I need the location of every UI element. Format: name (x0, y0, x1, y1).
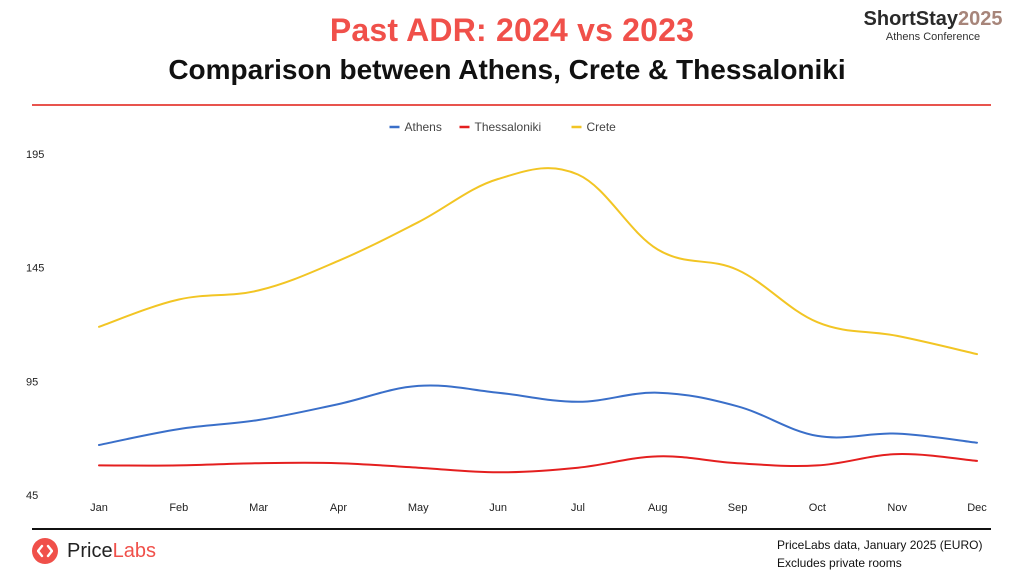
pricelabs-logo-text-part2: Labs (112, 539, 156, 562)
series-line-athens (98, 384, 978, 446)
conference-logo-name-part2: 2025 (957, 8, 1003, 30)
x-tick-label-apr: Apr (330, 502, 347, 514)
page-title: Past ADR: 2024 vs 2023 (329, 12, 695, 48)
conference-logo: ShortStay2025 Athens Conference (858, 8, 1008, 44)
series-line-crete (98, 167, 978, 356)
adr-line-chart: Athens Thessaloniki Crete 45 95 145 195 Jan Fe… (26, 120, 987, 514)
page-subtitle: Comparison between Athens, Crete & Thess… (168, 54, 846, 85)
y-tick-label-95: 95 (26, 376, 38, 388)
pricelabs-logo-text-part1: Price (67, 539, 113, 562)
x-tick-label-may: May (408, 502, 429, 514)
header-divider (32, 104, 991, 106)
source-note: PriceLabs data, January 2025 (EURO) Excl… (777, 536, 982, 572)
series-lines (98, 167, 978, 474)
conference-logo-name-part1: ShortStay (863, 8, 958, 30)
x-tick-label-jun: Jun (489, 502, 507, 514)
pricelabs-logo-icon (32, 538, 58, 564)
x-tick-label-jul: Jul (571, 502, 585, 514)
x-tick-label-aug: Aug (648, 502, 668, 514)
source-line-2: Excludes private rooms (777, 556, 902, 570)
conference-logo-tagline: Athens Conference (885, 31, 981, 43)
series-line-thessaloniki (98, 453, 978, 474)
x-tick-label-sep: Sep (728, 502, 748, 514)
legend-label-crete: Crete (587, 120, 617, 134)
x-tick-label-oct: Oct (809, 502, 826, 514)
x-tick-label-feb: Feb (169, 502, 188, 514)
x-tick-label-nov: Nov (887, 502, 907, 514)
y-axis: 45 95 145 195 (26, 149, 44, 502)
legend-label-athens: Athens (405, 120, 442, 134)
source-line-1: PriceLabs data, January 2025 (EURO) (777, 538, 983, 552)
legend-label-thessaloniki: Thessaloniki (475, 120, 542, 134)
y-tick-label-195: 195 (26, 149, 44, 161)
pricelabs-logo: PriceLabs (32, 538, 156, 564)
conference-logo-name: ShortStay2025 (858, 8, 1008, 30)
x-tick-label-jan: Jan (90, 502, 108, 514)
y-tick-label-45: 45 (26, 490, 38, 502)
x-tick-label-mar: Mar (249, 502, 268, 514)
pricelabs-logo-text: PriceLabs (67, 540, 156, 563)
chart-legend: Athens Thessaloniki Crete (389, 120, 617, 134)
y-tick-label-145: 145 (26, 263, 44, 275)
x-tick-label-dec: Dec (967, 502, 987, 514)
x-axis: Jan Feb Mar Apr May Jun Jul Aug Sep Oct Nov Dec (90, 502, 987, 514)
footer-divider (32, 528, 991, 530)
